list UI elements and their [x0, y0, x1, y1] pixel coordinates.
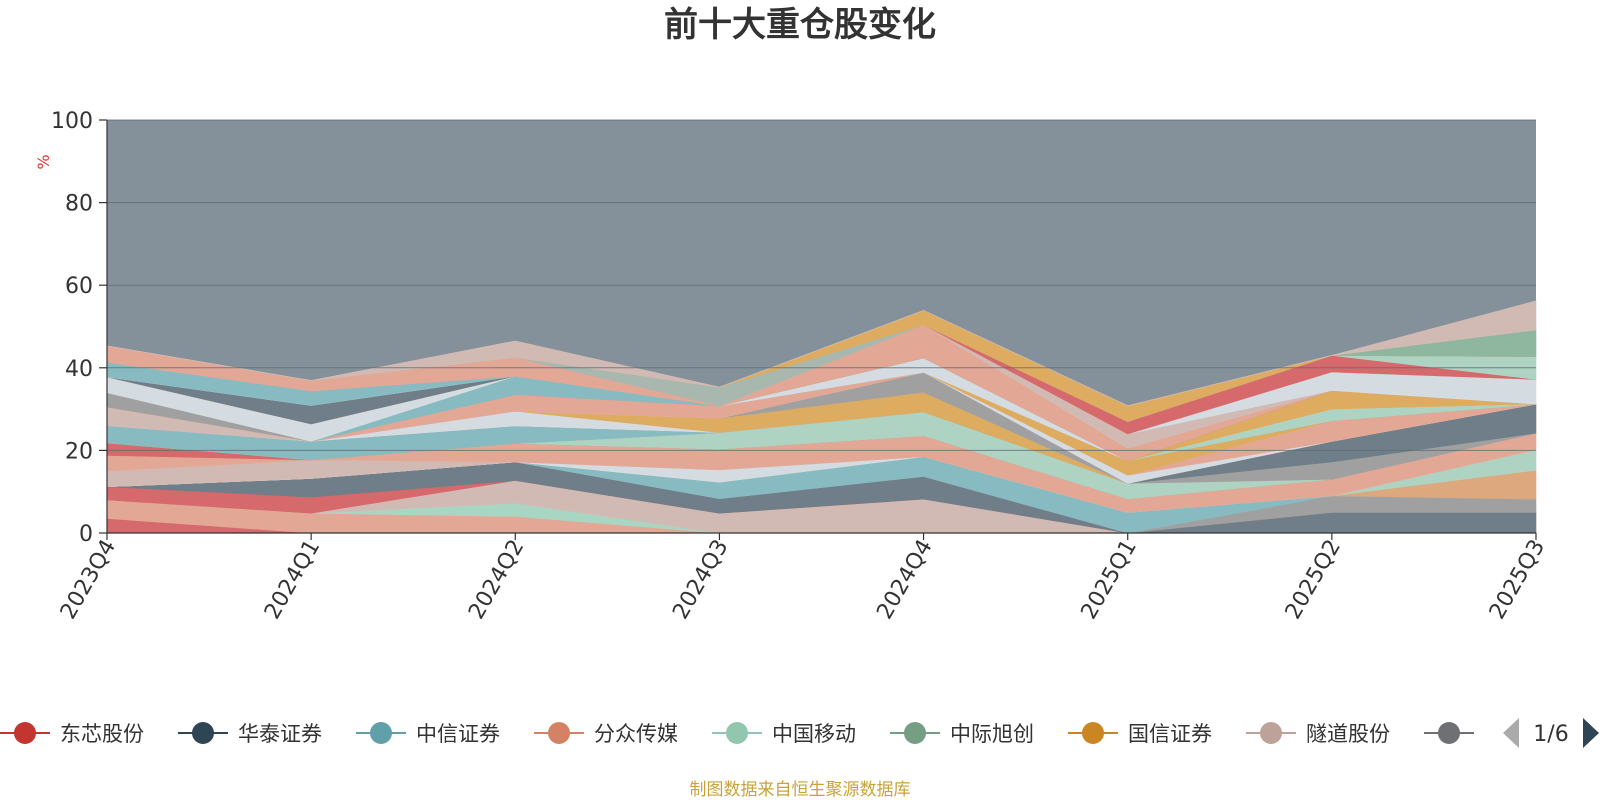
- data-source-note: 制图数据来自恒生聚源数据库: [690, 780, 911, 800]
- legend-label: 分众传媒: [594, 722, 678, 746]
- plot-area: 0 20 40 60 80 100 2023Q4 2024Q1 2024Q2 2024Q3 2024…: [51, 109, 1550, 624]
- area-series-45: [106, 300, 1537, 407]
- legend-label: 华泰证券: [238, 722, 322, 746]
- x-tick-label: 2024Q1: [260, 536, 325, 624]
- legend-marker-icon: [192, 722, 214, 744]
- x-tick-label: 2025Q3: [1485, 536, 1550, 624]
- x-tick-label: 2025Q2: [1281, 536, 1346, 624]
- y-tick-label: 40: [65, 357, 93, 382]
- legend-item[interactable]: 国信证券: [1068, 722, 1212, 746]
- y-tick-label: 80: [65, 192, 93, 217]
- legend-label: 中信证券: [416, 722, 500, 746]
- legend-item[interactable]: 华泰证券: [178, 722, 322, 746]
- legend-page-indicator: 1/6: [1533, 722, 1568, 747]
- grid-lines: [107, 119, 1536, 451]
- y-tick-label: 100: [51, 109, 93, 134]
- x-tick-label: 2024Q3: [668, 536, 733, 624]
- chart-title: 前十大重仓股变化: [664, 5, 936, 45]
- legend-label: 中际旭创: [950, 722, 1034, 746]
- legend-item[interactable]: [1424, 722, 1474, 744]
- legend-marker-icon: [1082, 722, 1104, 744]
- legend-label: 隧道股份: [1306, 722, 1390, 746]
- legend-marker-icon: [14, 722, 36, 744]
- legend-item[interactable]: 中信证券: [356, 722, 500, 746]
- legend-marker-icon: [548, 722, 570, 744]
- legend-marker-icon: [904, 722, 926, 744]
- y-tick-label: 0: [79, 522, 93, 547]
- legend-pager: 1/6: [1503, 718, 1599, 748]
- x-tick-label: 2024Q4: [872, 536, 937, 624]
- legend: 东芯股份 华泰证券 中信证券 分众传媒 中国移动 中际旭创 国信证券 隧道股份: [0, 722, 1474, 746]
- x-tick-label: 2023Q4: [56, 536, 121, 624]
- legend-item[interactable]: 中际旭创: [890, 722, 1034, 746]
- legend-label: 东芯股份: [60, 722, 144, 746]
- legend-marker-icon: [370, 722, 392, 744]
- x-tick-label: 2025Q1: [1077, 536, 1142, 624]
- area-series-group: [106, 300, 1537, 534]
- next-page-icon[interactable]: [1583, 718, 1599, 748]
- legend-item[interactable]: 隧道股份: [1246, 722, 1390, 746]
- legend-item[interactable]: 东芯股份: [0, 722, 144, 746]
- y-axis-unit: %: [34, 154, 53, 169]
- y-tick-label: 20: [65, 439, 93, 464]
- prev-page-icon[interactable]: [1503, 718, 1519, 748]
- x-tick-label: 2024Q2: [464, 536, 529, 624]
- legend-item[interactable]: 中国移动: [712, 722, 856, 746]
- legend-marker-icon: [1260, 722, 1282, 744]
- y-tick-label: 60: [65, 274, 93, 299]
- legend-marker-icon: [1438, 722, 1460, 744]
- legend-item[interactable]: 分众传媒: [534, 722, 678, 746]
- legend-label: 中国移动: [772, 722, 856, 746]
- legend-marker-icon: [726, 722, 748, 744]
- legend-label: 国信证券: [1128, 722, 1212, 746]
